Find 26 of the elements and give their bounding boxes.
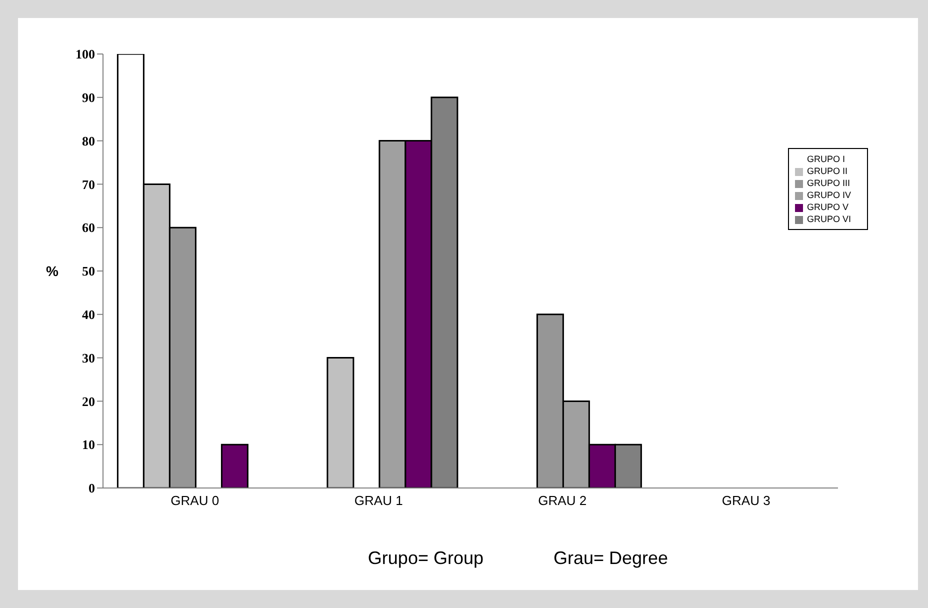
y-tick-label: 30	[82, 350, 95, 366]
legend-label: GRUPO IV	[806, 190, 851, 200]
y-tick-label: 0	[88, 480, 95, 496]
y-tick-label: 60	[82, 220, 95, 236]
x-tick-label: GRAU 2	[538, 493, 587, 508]
legend-label: GRUPO III	[806, 178, 850, 188]
legend-label: GRUPO V	[806, 202, 848, 212]
legend-label: GRUPO II	[806, 166, 848, 176]
bar	[220, 444, 248, 488]
text: Grupo= Group	[368, 548, 484, 569]
x-tick-label: GRAU 1	[354, 493, 403, 508]
y-tick-label: 20	[82, 394, 95, 409]
y-tick-label: 40	[82, 307, 95, 322]
bar	[326, 357, 354, 488]
y-axis-title: %	[46, 262, 59, 279]
y-tick-label: 90	[82, 90, 95, 106]
text: Grau= Degree	[554, 548, 668, 569]
text: GRUPO I	[806, 154, 845, 164]
x-tick-label: GRAU 0	[170, 493, 220, 508]
x-tick-label: GRAU 3	[722, 493, 770, 508]
y-tick-label: 100	[76, 46, 95, 62]
y-tick-label: 10	[82, 437, 95, 452]
y-tick-label: 80	[82, 133, 95, 148]
legend-label: GRUPO VI	[806, 214, 851, 224]
y-tick-label: 70	[82, 176, 95, 192]
y-tick-label: 50	[82, 264, 95, 279]
